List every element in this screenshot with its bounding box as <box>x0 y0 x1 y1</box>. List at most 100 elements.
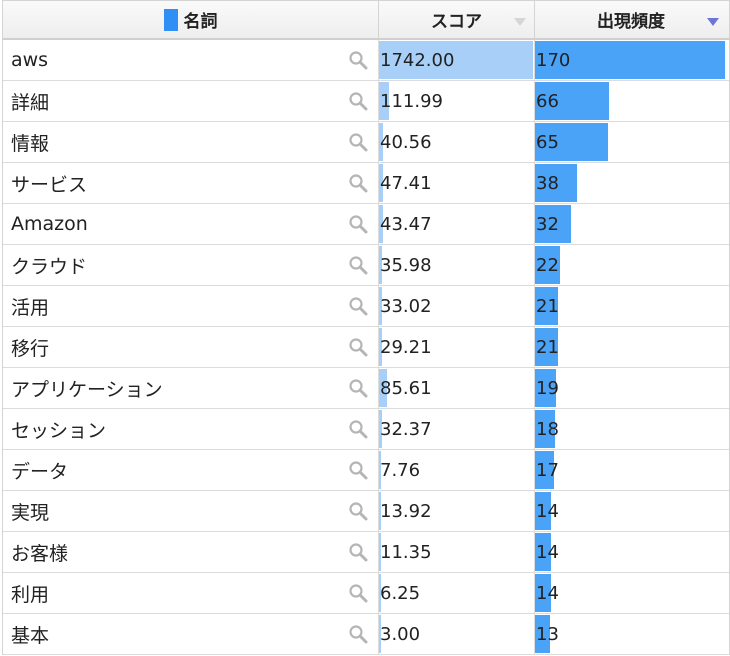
header-score-label: スコア <box>431 12 482 32</box>
header-term[interactable]: 名詞 <box>3 1 379 38</box>
frequency-value: 21 <box>536 336 559 358</box>
term-text: 利用 <box>11 583 50 606</box>
table-row[interactable]: 詳細 111.99 66 <box>3 81 729 122</box>
table-row[interactable]: 情報 40.56 65 <box>3 122 729 163</box>
frequency-value: 65 <box>536 131 559 153</box>
header-score[interactable]: スコア <box>379 1 535 38</box>
term-text: 活用 <box>11 296 50 319</box>
frequency-value: 14 <box>536 582 559 604</box>
score-bar <box>379 123 383 161</box>
table-row[interactable]: 活用 33.02 21 <box>3 286 729 327</box>
frequency-cell: 14 <box>535 491 727 531</box>
table-row[interactable]: aws 1742.00 170 <box>3 40 729 81</box>
score-cell: 47.41 <box>379 163 535 203</box>
score-bar <box>379 533 381 571</box>
search-icon[interactable] <box>348 337 368 357</box>
term-cell: お客様 <box>3 532 379 572</box>
score-bar <box>379 82 389 120</box>
search-icon[interactable] <box>348 173 368 193</box>
term-cell: データ <box>3 450 379 490</box>
table-row[interactable]: クラウド 35.98 22 <box>3 245 729 286</box>
score-bar <box>379 615 381 653</box>
search-icon[interactable] <box>348 542 368 562</box>
search-icon[interactable] <box>348 214 368 234</box>
frequency-value: 32 <box>536 213 559 235</box>
score-cell: 35.98 <box>379 245 535 285</box>
term-text: データ <box>11 460 69 483</box>
search-icon[interactable] <box>348 255 368 275</box>
search-icon[interactable] <box>348 378 368 398</box>
sort-arrow-active-icon[interactable] <box>707 18 719 26</box>
term-cell: 活用 <box>3 286 379 326</box>
header-frequency[interactable]: 出現頻度 <box>535 1 727 38</box>
frequency-cell: 170 <box>535 40 727 80</box>
term-cell: 実現 <box>3 491 379 531</box>
score-value: 3.00 <box>380 623 421 645</box>
frequency-value: 66 <box>536 90 559 112</box>
search-icon[interactable] <box>348 132 368 152</box>
score-cell: 3.00 <box>379 614 535 654</box>
search-icon[interactable] <box>348 624 368 644</box>
frequency-bar <box>535 533 551 571</box>
search-icon[interactable] <box>348 419 368 439</box>
score-cell: 111.99 <box>379 81 535 121</box>
term-cell: 詳細 <box>3 81 379 121</box>
frequency-cell: 13 <box>535 614 727 654</box>
table-row[interactable]: 移行 29.21 21 <box>3 327 729 368</box>
score-value: 35.98 <box>380 254 432 276</box>
header-term-label: 名詞 <box>183 12 218 32</box>
table-row[interactable]: 実現 13.92 14 <box>3 491 729 532</box>
frequency-value: 13 <box>536 623 559 645</box>
score-bar <box>379 492 381 530</box>
score-cell: 32.37 <box>379 409 535 449</box>
term-text: お客様 <box>11 542 69 565</box>
table-row[interactable]: お客様 11.35 14 <box>3 532 729 573</box>
frequency-bar <box>535 41 725 79</box>
frequency-value: 18 <box>536 418 559 440</box>
frequency-cell: 14 <box>535 532 727 572</box>
header-frequency-label: 出現頻度 <box>597 12 665 32</box>
frequency-cell: 65 <box>535 122 727 162</box>
score-value: 32.37 <box>380 418 432 440</box>
term-cell: Amazon <box>3 204 379 244</box>
frequency-value: 19 <box>536 377 559 399</box>
sort-arrow-icon[interactable] <box>514 18 526 26</box>
score-cell: 85.61 <box>379 368 535 408</box>
search-icon[interactable] <box>348 501 368 521</box>
score-cell: 7.76 <box>379 450 535 490</box>
search-icon[interactable] <box>348 460 368 480</box>
table-row[interactable]: 利用 6.25 14 <box>3 573 729 614</box>
frequency-value: 17 <box>536 459 559 481</box>
score-bar <box>379 410 382 448</box>
score-value: 111.99 <box>380 90 443 112</box>
table-row[interactable]: セッション 32.37 18 <box>3 409 729 450</box>
search-icon[interactable] <box>348 583 368 603</box>
search-icon[interactable] <box>348 50 368 70</box>
table-row[interactable]: サービス 47.41 38 <box>3 163 729 204</box>
frequency-bar <box>535 82 609 120</box>
score-cell: 29.21 <box>379 327 535 367</box>
score-bar <box>379 246 383 284</box>
score-bar <box>379 287 382 325</box>
term-cell: 利用 <box>3 573 379 613</box>
frequency-cell: 22 <box>535 245 727 285</box>
search-icon[interactable] <box>348 91 368 111</box>
table-row[interactable]: データ 7.76 17 <box>3 450 729 491</box>
score-cell: 33.02 <box>379 286 535 326</box>
frequency-cell: 19 <box>535 368 727 408</box>
search-icon[interactable] <box>348 296 368 316</box>
table-row[interactable]: 基本 3.00 13 <box>3 614 729 655</box>
term-cell: aws <box>3 40 379 80</box>
table-row[interactable]: Amazon 43.47 32 <box>3 204 729 245</box>
score-value: 7.76 <box>380 459 421 481</box>
frequency-bar <box>535 451 554 489</box>
score-bar <box>379 164 384 202</box>
score-value: 6.25 <box>380 582 421 604</box>
score-value: 43.47 <box>380 213 432 235</box>
table-row[interactable]: アプリケーション 85.61 19 <box>3 368 729 409</box>
frequency-bar <box>535 574 551 612</box>
term-text: サービス <box>11 173 88 196</box>
frequency-cell: 38 <box>535 163 727 203</box>
score-value: 85.61 <box>380 377 432 399</box>
